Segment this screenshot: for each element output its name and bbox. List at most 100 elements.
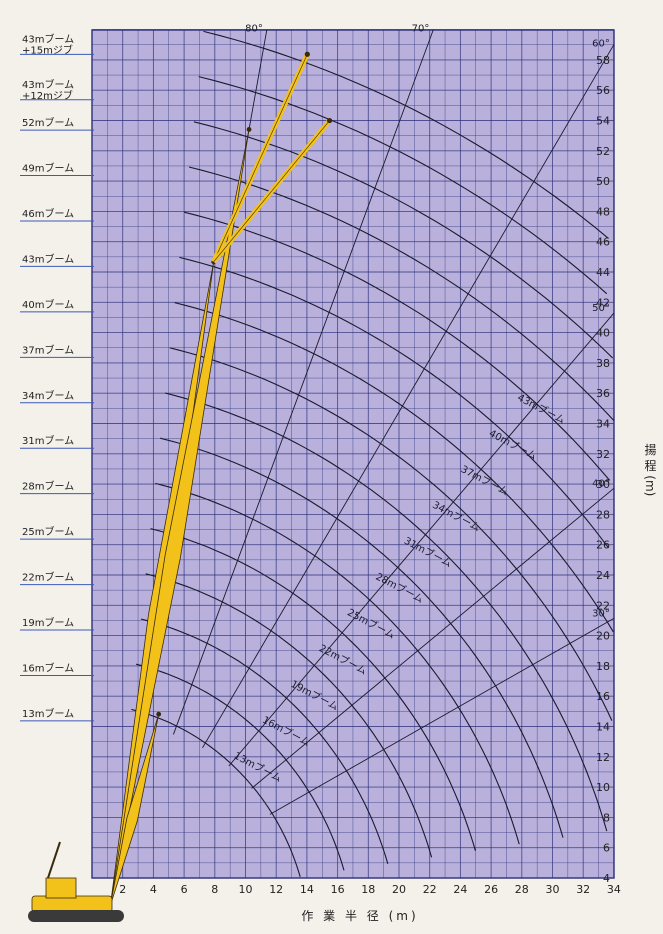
y-tick-label: 30: [596, 478, 610, 491]
boom-length-label: 31mブーム: [22, 434, 74, 447]
crane-body: [31, 895, 113, 913]
boom-range-curves: [131, 30, 615, 878]
boom-range-curve: [184, 211, 611, 481]
boom-range-curve: [135, 663, 345, 871]
y-tick-label: 50: [596, 175, 610, 188]
boom-length-label-line: 31mブーム: [22, 434, 74, 447]
angle-label: 30°: [592, 608, 610, 619]
y-tick-label: 22: [596, 599, 610, 612]
boom-length-label-line: 52mブーム: [22, 116, 74, 129]
x-tick-label: 4: [150, 883, 157, 896]
left-boom-labels: 43mブーム+15mジブ43mブーム+12mジブ52mブーム49mブーム46mブ…: [20, 32, 94, 722]
boom-range-curve: [169, 347, 613, 721]
boom-range-curve: [164, 392, 608, 832]
plot-frame: [91, 29, 615, 879]
boom-length-label: 25mブーム: [22, 525, 74, 538]
x-tick-label: 22: [423, 883, 437, 896]
x-axis-label: 作 業 半 径 (m): [301, 909, 418, 923]
jib-tip-marker: [326, 117, 333, 124]
boom-range-curve: [179, 256, 610, 549]
boom-length-label-line: 34mブーム: [22, 389, 74, 402]
y-tick-label: 18: [596, 660, 610, 673]
y-tick-label: 28: [596, 508, 610, 521]
boom-range-curve: [131, 708, 301, 878]
boom-length-label-line: 19mブーム: [22, 616, 74, 629]
jib-tip-marker: [304, 51, 310, 57]
y-tick-label: 6: [603, 842, 610, 855]
boom-length-label-line: 43mブーム: [22, 78, 74, 91]
boom-length-label: 52mブーム: [22, 116, 74, 129]
x-tick-label: 16: [331, 883, 345, 896]
y-tick-label: 38: [596, 357, 610, 370]
angle-label: 40°: [592, 478, 610, 489]
boom-length-label: 37mブーム: [22, 343, 74, 356]
y-tick-label: 26: [596, 539, 610, 552]
boom-tip-marker: [156, 711, 162, 717]
boom-length-label-line: 43mブーム: [22, 32, 74, 45]
boom-length-label: 40mブーム: [22, 298, 74, 311]
y-axis-label: 揚 程 (m): [643, 443, 657, 496]
y-tick-label: 12: [596, 751, 610, 764]
y-tick-label: 44: [596, 266, 610, 279]
angle-label: 50°: [592, 303, 610, 314]
boom-tip-marker: [246, 127, 252, 132]
boom-length-label: 43mブーム: [22, 252, 74, 265]
y-tick-label: 58: [596, 54, 610, 67]
angle-label: 60°: [592, 39, 610, 50]
x-tick-label: 20: [392, 883, 406, 896]
boom-length-label: 19mブーム: [22, 616, 74, 629]
crane-base-icon: [28, 841, 124, 922]
y-tick-label: 10: [596, 781, 610, 794]
angle-line: [269, 617, 615, 815]
boom-range-curve: [140, 618, 389, 864]
boom-length-label-line: 49mブーム: [22, 162, 74, 175]
x-tick-label: 8: [211, 883, 218, 896]
boom-length-label: 13mブーム: [22, 707, 74, 720]
boom-range-curve: [155, 482, 520, 845]
y-tick-label: 32: [596, 448, 610, 461]
y-tick-label: 36: [596, 387, 610, 400]
x-tick-label: 28: [515, 883, 529, 896]
x-tick-label: 14: [300, 883, 314, 896]
boom-length-label-line: 16mブーム: [22, 661, 74, 674]
x-tick-label: 26: [484, 883, 498, 896]
boom-length-label: 28mブーム: [22, 480, 74, 493]
y-tick-label: 24: [596, 569, 610, 582]
angle-line: [228, 312, 615, 767]
y-tick-label: 52: [596, 145, 610, 158]
boom-length-label-line: 13mブーム: [22, 707, 74, 720]
y-tick-label: 40: [596, 327, 610, 340]
boom-length-label-line: 37mブーム: [22, 343, 74, 356]
y-tick-label: 42: [596, 296, 610, 309]
boom-length-label: 16mブーム: [22, 661, 74, 674]
y-tick-label: 54: [596, 115, 610, 128]
x-tick-label: 12: [269, 883, 283, 896]
boom-length-label-line: 22mブーム: [22, 571, 74, 584]
x-tick-label: 34: [607, 883, 621, 896]
angle-line: [251, 487, 615, 789]
y-tick-label: 48: [596, 205, 610, 218]
boom-length-label: 43mブーム+12mジブ: [22, 78, 74, 102]
angle-label: 80°: [245, 24, 263, 35]
y-tick-label: 34: [596, 418, 610, 431]
boom-length-label-line: 43mブーム: [22, 252, 74, 265]
boom-range-curve: [160, 437, 564, 838]
x-tick-label: 18: [361, 883, 375, 896]
boom-length-label-line: 40mブーム: [22, 298, 74, 311]
x-tick-label: 32: [576, 883, 590, 896]
x-tick-labels: 2 4 6 8 10 12 14 16 18 20 22 24 26 28 30 32 34: [119, 883, 621, 896]
boom-length-label-line: 25mブーム: [22, 525, 74, 538]
boom-range-curve: [150, 528, 476, 851]
x-tick-label: 30: [546, 883, 560, 896]
x-tick-label: 10: [239, 883, 253, 896]
angle-label: 70°: [412, 24, 430, 35]
boom-range-curve: [198, 76, 608, 295]
y-tick-labels: 4681012141618202224262830323436384042444…: [596, 54, 610, 885]
boom-length-label-line: 46mブーム: [22, 207, 74, 220]
crane-mast: [47, 841, 61, 879]
boom-length-label: 43mブーム+15mジブ: [22, 32, 74, 56]
boom-length-label-line: 28mブーム: [22, 480, 74, 493]
boom-length-label-line: +12mジブ: [22, 89, 73, 102]
y-tick-label: 14: [596, 721, 610, 734]
